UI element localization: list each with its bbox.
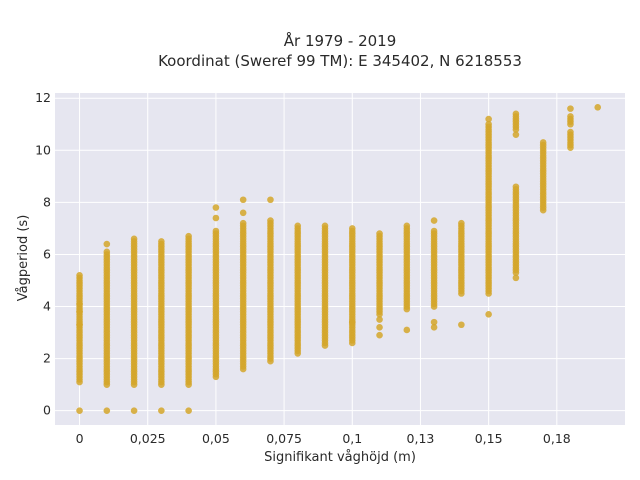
scatter-point [76,321,83,329]
scatter-point [348,225,356,232]
x-tick-label: 0,15 [475,431,503,446]
y-axis-title: Vågperiod (s) [16,215,31,302]
x-tick-label: 0 [76,431,84,446]
scatter-point [321,222,329,230]
scatter-point [376,316,383,323]
scatter-point [212,204,220,211]
y-tick-labels: 0 2 4 6 8 10 12 [35,90,51,417]
scatter-point [103,248,111,256]
scatter-point [403,222,411,230]
scatter-point [76,300,83,308]
scatter-point [294,222,302,230]
x-tick-label: 0,05 [202,431,230,446]
y-tick-label: 4 [43,299,51,314]
scatter-point [567,128,574,136]
scatter-point [185,407,192,414]
x-tick-label: 0,18 [543,431,571,446]
scatter-point [539,139,547,146]
scatter-point [512,274,520,282]
scatter-point [130,407,138,414]
scatter-point [103,240,111,248]
scatter-point [567,113,574,120]
scatter-point [512,110,520,118]
scatter-point [567,105,574,112]
scatter-point [103,407,111,414]
scatter-point [130,235,138,243]
y-tick-label: 2 [43,351,51,366]
chart-title-line-1: År 1979 - 2019 [284,31,397,50]
scatter-point [239,196,247,204]
y-tick-label: 12 [35,90,51,105]
scatter-point [158,238,165,245]
scatter-point [458,321,465,329]
chart-title-line-2: Koordinat (Sweref 99 TM): E 345402, N 62… [158,52,522,70]
x-tick-labels: 0 0,025 0,05 0,075 0,1 0,13 0,15 0,18 [76,431,571,446]
y-tick-label: 10 [35,142,51,157]
scatter-point [267,196,274,204]
y-tick-label: 6 [43,246,51,261]
scatter-point [430,217,438,224]
scatter-point [485,115,492,123]
scatter-point [158,407,165,414]
scatter-point [239,219,247,227]
scatter-point [458,219,465,227]
scatter-point [512,131,520,138]
scatter-point [430,227,438,235]
scatter-point [376,331,383,339]
scatter-point [212,227,220,235]
scatter-point [76,407,83,414]
scatter-point [267,217,274,224]
scatter-point [512,183,520,191]
x-tick-label: 0,075 [266,431,302,446]
scatter-point [376,324,383,331]
scatter-point [594,104,602,111]
y-tick-label: 0 [43,403,51,418]
scatter-point [348,318,356,326]
scatter-point [485,120,492,128]
scatter-point [212,214,220,222]
scatter-point [485,311,492,318]
scatter-point [376,230,383,237]
x-axis-title: Signifikant våghöjd (m) [264,450,416,465]
y-tick-label: 8 [43,194,51,209]
scatter-points [76,104,602,414]
x-tick-label: 0,1 [342,431,362,446]
scatter-point [430,318,438,326]
x-tick-label: 0,025 [130,431,166,446]
scatter-point [239,209,247,217]
scatter-point [76,271,83,279]
scatter-point [185,232,192,240]
plot-area [55,93,625,425]
grid-lines [55,93,625,425]
scatter-point [403,326,411,334]
scatter-point [430,324,438,331]
x-tick-label: 0,13 [407,431,435,446]
scatter-point [76,308,83,316]
